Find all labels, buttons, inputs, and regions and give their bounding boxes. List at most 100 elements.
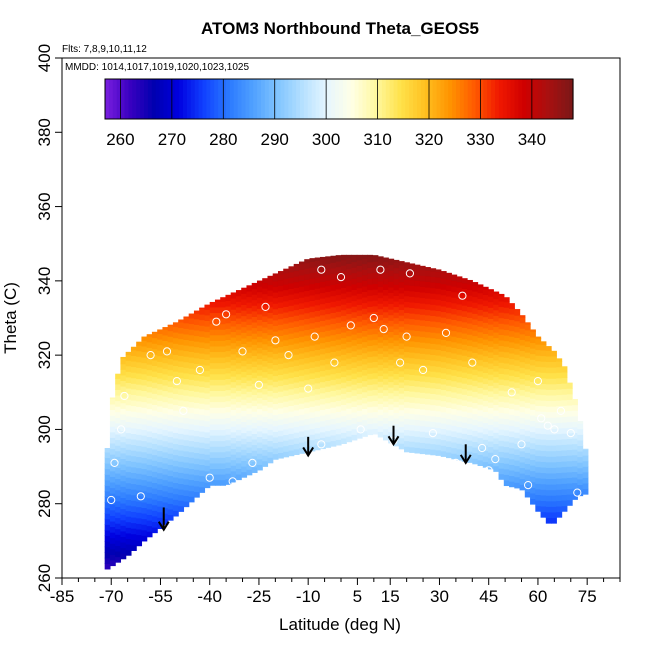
field-cell [467,334,473,341]
field-cell [419,431,426,438]
field-cell [519,339,526,346]
field-cell [388,370,395,377]
field-cell [351,306,358,313]
field-cell [325,274,332,281]
field-cell [325,385,332,393]
field-cell [477,309,484,316]
field-cell [451,302,458,309]
field-cell [309,344,316,352]
field-cell [325,397,332,404]
field-cell [283,417,290,424]
field-cell [545,361,552,368]
field-cell [225,456,232,463]
field-cell [298,369,305,376]
field-cell [136,428,143,435]
field-cell [351,411,358,419]
field-cell [335,344,342,351]
field-cell [109,537,116,544]
colorbar-swatch [530,79,535,119]
field-cell [367,339,374,346]
field-cell [178,372,185,379]
field-cell [151,415,158,422]
field-cell [335,333,342,340]
field-cell [183,489,190,496]
field-cell [456,420,463,428]
field-cell [115,506,122,513]
field-cell [446,446,452,453]
field-cell [241,415,248,422]
field-cell [514,342,521,350]
field-cell [377,325,384,332]
field-cell [104,457,111,464]
field-cell [467,283,473,291]
field-cell [125,365,132,372]
field-cell [461,394,468,401]
field-cell [325,268,332,276]
field-cell [356,259,363,266]
field-cell [267,328,274,336]
field-cell [325,330,332,337]
field-cell [530,476,536,483]
field-cell [109,487,116,494]
field-cell [472,329,479,337]
field-cell [535,455,542,462]
field-cell [556,450,563,457]
field-cell [272,273,279,276]
field-cell [209,312,216,319]
field-cell [524,463,531,470]
field-cell [272,397,279,405]
field-cell [204,353,211,360]
field-cell [214,323,221,330]
field-cell [209,446,216,453]
field-cell [246,357,253,364]
field-cell [556,478,563,485]
field-cell [446,379,452,386]
field-cell [267,306,274,313]
colorbar-swatch [186,79,192,119]
field-cell [172,376,179,383]
field-cell [178,455,185,462]
field-cell [230,359,237,366]
field-cell [325,335,332,342]
field-cell [251,344,258,351]
colorbar-swatch [420,79,426,119]
field-cell [167,369,174,376]
field-cell [398,331,405,338]
field-cell [109,515,116,522]
field-cell [256,458,263,465]
field-cell [419,442,426,449]
field-cell [146,447,153,454]
field-cell [230,348,237,355]
observation-point [330,358,339,367]
field-cell [451,402,458,410]
field-cell [141,401,148,408]
field-cell [461,366,468,373]
field-cell [188,323,195,330]
field-cell [335,283,342,290]
field-cell [404,290,410,297]
field-cell [256,280,263,287]
field-cell [246,430,253,437]
field-cell [251,399,258,407]
field-cell [146,352,153,360]
field-cell [120,430,127,437]
field-cell [482,327,489,334]
field-cell [298,419,305,426]
field-cell [209,345,216,353]
field-cell [188,329,195,336]
field-cell [167,492,174,499]
field-cell [256,347,263,354]
field-cell [141,390,148,397]
colorbar-swatch [163,79,168,119]
field-cell [319,370,326,377]
field-cell [288,383,295,390]
field-cell [545,378,552,385]
field-cell [214,345,221,353]
field-cell [267,284,274,291]
field-cell [430,449,437,456]
field-cell [456,276,463,283]
field-cell [115,467,122,474]
field-cell [262,382,269,389]
field-cell [524,418,531,426]
field-cell [162,518,169,525]
